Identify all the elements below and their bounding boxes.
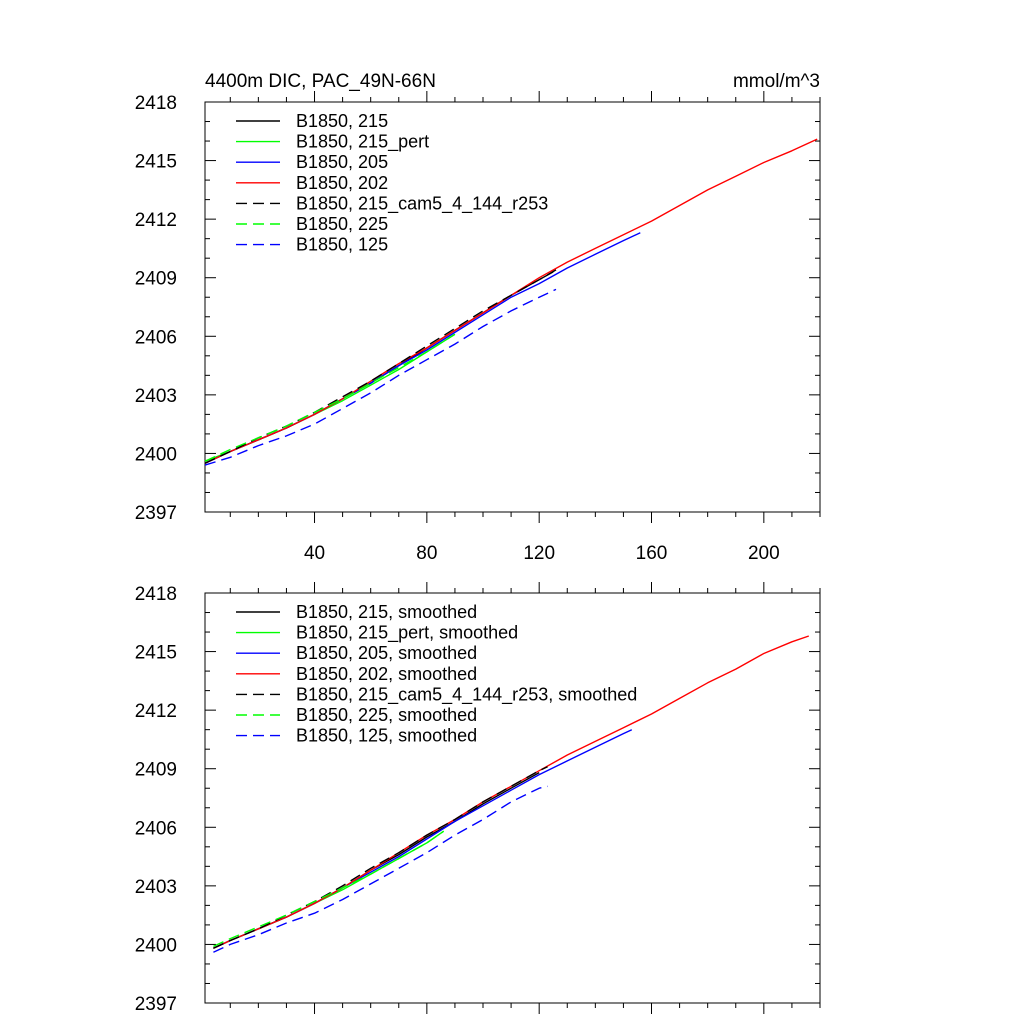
series-line — [213, 635, 810, 949]
legend-label: B1850, 202, smoothed — [296, 664, 477, 684]
legend-label: B1850, 225 — [296, 214, 388, 234]
legend-label: B1850, 215_pert — [296, 132, 429, 153]
y-tick-label: 2418 — [135, 584, 177, 605]
y-tick-label: 2397 — [135, 994, 177, 1015]
series-line — [204, 269, 557, 464]
y-tick-label: 2397 — [135, 503, 177, 524]
y-tick-label: 2409 — [135, 269, 177, 290]
chart-title-left: 4400m DIC, PAC_49N-66N — [205, 71, 436, 92]
series-line — [204, 288, 557, 466]
legend-label: B1850, 205 — [296, 152, 388, 172]
bottom-chart-panel: 2397 2400 2403 2406 2409 2412 2415 2418 B1850, 2… — [135, 582, 821, 1015]
series-line — [204, 271, 554, 464]
x-tick-label: 160 — [636, 543, 668, 564]
legend-label: B1850, 225, smoothed — [296, 705, 477, 725]
legend-label: B1850, 202 — [296, 173, 388, 193]
y-tick-label: 2403 — [135, 386, 177, 407]
legend-label: B1850, 125 — [296, 235, 388, 255]
legend-label: B1850, 215_pert, smoothed — [296, 623, 518, 644]
legend-label: B1850, 215_cam5_4_144_r253, smoothed — [296, 684, 637, 705]
x-tick-label: 40 — [304, 543, 325, 564]
y-tick-label: 2400 — [135, 935, 177, 956]
y-tick-label: 2412 — [135, 210, 177, 231]
y-tick-label: 2406 — [135, 818, 177, 839]
series-line — [213, 771, 540, 949]
legend-label: B1850, 125, smoothed — [296, 726, 477, 746]
legend-label: B1850, 215, smoothed — [296, 602, 477, 622]
legend-label: B1850, 215 — [296, 111, 388, 131]
y-tick-label: 2406 — [135, 327, 177, 348]
y-tick-label: 2418 — [135, 93, 177, 114]
y-tick-label: 2403 — [135, 877, 177, 898]
series-line — [213, 830, 445, 948]
legend-label: B1850, 215_cam5_4_144_r253 — [296, 193, 548, 214]
plot-frame — [204, 592, 821, 1004]
plot-frame — [204, 101, 821, 513]
y-tick-label: 2412 — [135, 701, 177, 722]
x-tick-label: 200 — [748, 543, 780, 564]
series-line — [204, 333, 456, 462]
x-tick-label: 80 — [416, 543, 437, 564]
chart-units-label: mmol/m^3 — [733, 71, 820, 92]
y-tick-label: 2415 — [135, 643, 177, 664]
series-line — [213, 785, 548, 953]
x-tick-label: 120 — [523, 543, 555, 564]
y-tick-label: 2409 — [135, 760, 177, 781]
y-tick-label: 2415 — [135, 152, 177, 173]
legend-label: B1850, 205, smoothed — [296, 643, 477, 663]
top-chart-panel: 4400m DIC, PAC_49N-66N mmol/m^3 2397 2400… — [135, 71, 821, 564]
series-line — [213, 766, 548, 949]
y-tick-label: 2400 — [135, 444, 177, 465]
